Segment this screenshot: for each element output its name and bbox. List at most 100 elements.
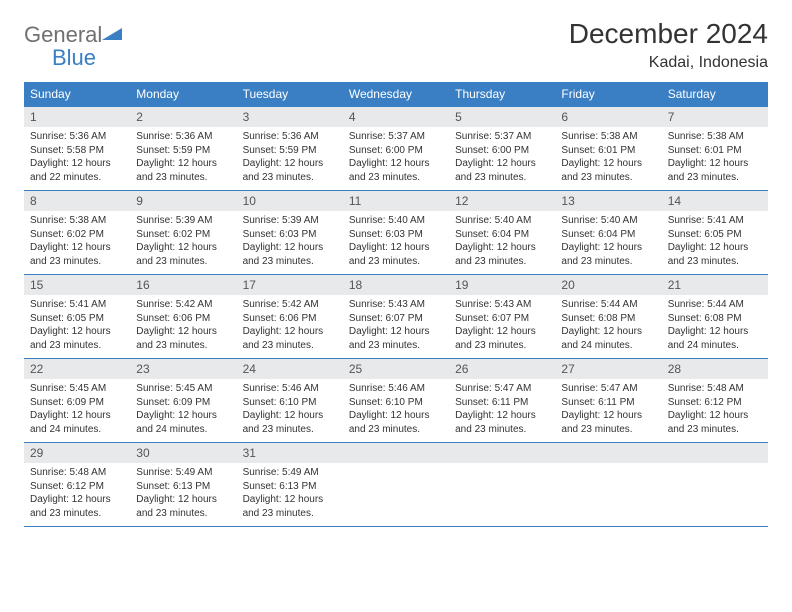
calendar-table: SundayMondayTuesdayWednesdayThursdayFrid… [24,82,768,527]
day-cell: 23Sunrise: 5:45 AMSunset: 6:09 PMDayligh… [130,359,236,443]
sunset-text: Sunset: 6:07 PM [455,312,549,326]
day-number: 21 [662,275,768,295]
day-number: 31 [237,443,343,463]
day-cell: 24Sunrise: 5:46 AMSunset: 6:10 PMDayligh… [237,359,343,443]
sunset-text: Sunset: 5:58 PM [30,144,124,158]
sunrise-text: Sunrise: 5:44 AM [561,298,655,312]
day-cell: 9Sunrise: 5:39 AMSunset: 6:02 PMDaylight… [130,191,236,275]
day-details: Sunrise: 5:37 AMSunset: 6:00 PMDaylight:… [343,127,449,190]
daylight-text: Daylight: 12 hours and 23 minutes. [136,157,230,184]
daylight-text: Daylight: 12 hours and 23 minutes. [136,241,230,268]
day-header-tuesday: Tuesday [237,82,343,107]
day-number: 11 [343,191,449,211]
day-cell: 18Sunrise: 5:43 AMSunset: 6:07 PMDayligh… [343,275,449,359]
empty-day-header [662,443,768,463]
day-details: Sunrise: 5:44 AMSunset: 6:08 PMDaylight:… [662,295,768,358]
sunrise-text: Sunrise: 5:36 AM [243,130,337,144]
daylight-text: Daylight: 12 hours and 23 minutes. [349,157,443,184]
title-block: December 2024 Kadai, Indonesia [569,18,768,72]
day-details: Sunrise: 5:41 AMSunset: 6:05 PMDaylight:… [24,295,130,358]
daylight-text: Daylight: 12 hours and 23 minutes. [243,157,337,184]
sunrise-text: Sunrise: 5:36 AM [136,130,230,144]
daylight-text: Daylight: 12 hours and 23 minutes. [561,157,655,184]
page-header: General Blue December 2024 Kadai, Indone… [24,18,768,72]
daylight-text: Daylight: 12 hours and 24 minutes. [668,325,762,352]
sunset-text: Sunset: 6:03 PM [243,228,337,242]
sunset-text: Sunset: 6:08 PM [561,312,655,326]
day-details: Sunrise: 5:49 AMSunset: 6:13 PMDaylight:… [130,463,236,526]
day-details: Sunrise: 5:42 AMSunset: 6:06 PMDaylight:… [130,295,236,358]
empty-day-header [343,443,449,463]
day-cell: 30Sunrise: 5:49 AMSunset: 6:13 PMDayligh… [130,443,236,527]
sunrise-text: Sunrise: 5:38 AM [30,214,124,228]
daylight-text: Daylight: 12 hours and 23 minutes. [349,325,443,352]
day-details: Sunrise: 5:40 AMSunset: 6:04 PMDaylight:… [449,211,555,274]
day-number: 1 [24,107,130,127]
day-details: Sunrise: 5:44 AMSunset: 6:08 PMDaylight:… [555,295,661,358]
sunset-text: Sunset: 6:04 PM [561,228,655,242]
day-header-wednesday: Wednesday [343,82,449,107]
day-number: 22 [24,359,130,379]
day-number: 4 [343,107,449,127]
daylight-text: Daylight: 12 hours and 23 minutes. [561,409,655,436]
sunset-text: Sunset: 6:03 PM [349,228,443,242]
day-cell: 11Sunrise: 5:40 AMSunset: 6:03 PMDayligh… [343,191,449,275]
day-details: Sunrise: 5:47 AMSunset: 6:11 PMDaylight:… [555,379,661,442]
day-details: Sunrise: 5:43 AMSunset: 6:07 PMDaylight:… [449,295,555,358]
daylight-text: Daylight: 12 hours and 24 minutes. [136,409,230,436]
daylight-text: Daylight: 12 hours and 23 minutes. [243,409,337,436]
day-number: 12 [449,191,555,211]
sunset-text: Sunset: 6:11 PM [455,396,549,410]
day-details: Sunrise: 5:46 AMSunset: 6:10 PMDaylight:… [343,379,449,442]
day-details: Sunrise: 5:45 AMSunset: 6:09 PMDaylight:… [24,379,130,442]
empty-day-header [449,443,555,463]
day-cell: 2Sunrise: 5:36 AMSunset: 5:59 PMDaylight… [130,107,236,191]
day-number: 10 [237,191,343,211]
day-number: 6 [555,107,661,127]
day-cell: 4Sunrise: 5:37 AMSunset: 6:00 PMDaylight… [343,107,449,191]
daylight-text: Daylight: 12 hours and 23 minutes. [455,325,549,352]
day-details: Sunrise: 5:48 AMSunset: 6:12 PMDaylight:… [662,379,768,442]
day-details: Sunrise: 5:48 AMSunset: 6:12 PMDaylight:… [24,463,130,526]
daylight-text: Daylight: 12 hours and 23 minutes. [136,493,230,520]
day-cell: 27Sunrise: 5:47 AMSunset: 6:11 PMDayligh… [555,359,661,443]
sunrise-text: Sunrise: 5:48 AM [668,382,762,396]
day-header-sunday: Sunday [24,82,130,107]
day-number: 19 [449,275,555,295]
daylight-text: Daylight: 12 hours and 23 minutes. [30,493,124,520]
day-number: 27 [555,359,661,379]
daylight-text: Daylight: 12 hours and 23 minutes. [455,157,549,184]
day-details: Sunrise: 5:36 AMSunset: 5:58 PMDaylight:… [24,127,130,190]
day-number: 16 [130,275,236,295]
day-details: Sunrise: 5:49 AMSunset: 6:13 PMDaylight:… [237,463,343,526]
day-cell [662,443,768,527]
day-details: Sunrise: 5:41 AMSunset: 6:05 PMDaylight:… [662,211,768,274]
sunrise-text: Sunrise: 5:36 AM [30,130,124,144]
daylight-text: Daylight: 12 hours and 23 minutes. [349,409,443,436]
sunset-text: Sunset: 6:09 PM [136,396,230,410]
day-header-row: SundayMondayTuesdayWednesdayThursdayFrid… [24,82,768,107]
day-number: 17 [237,275,343,295]
day-number: 23 [130,359,236,379]
sunset-text: Sunset: 6:02 PM [30,228,124,242]
logo-triangle-icon [102,24,122,45]
day-details: Sunrise: 5:45 AMSunset: 6:09 PMDaylight:… [130,379,236,442]
daylight-text: Daylight: 12 hours and 23 minutes. [243,325,337,352]
day-cell: 29Sunrise: 5:48 AMSunset: 6:12 PMDayligh… [24,443,130,527]
day-cell [555,443,661,527]
daylight-text: Daylight: 12 hours and 23 minutes. [455,409,549,436]
sunrise-text: Sunrise: 5:37 AM [349,130,443,144]
sunset-text: Sunset: 6:05 PM [30,312,124,326]
sunset-text: Sunset: 5:59 PM [136,144,230,158]
empty-day-header [555,443,661,463]
sunset-text: Sunset: 6:06 PM [243,312,337,326]
day-number: 20 [555,275,661,295]
day-header-saturday: Saturday [662,82,768,107]
sunrise-text: Sunrise: 5:39 AM [243,214,337,228]
logo-text-general: General [24,22,102,47]
daylight-text: Daylight: 12 hours and 24 minutes. [30,409,124,436]
day-details: Sunrise: 5:40 AMSunset: 6:04 PMDaylight:… [555,211,661,274]
day-details: Sunrise: 5:38 AMSunset: 6:01 PMDaylight:… [555,127,661,190]
sunrise-text: Sunrise: 5:38 AM [561,130,655,144]
day-details: Sunrise: 5:36 AMSunset: 5:59 PMDaylight:… [130,127,236,190]
